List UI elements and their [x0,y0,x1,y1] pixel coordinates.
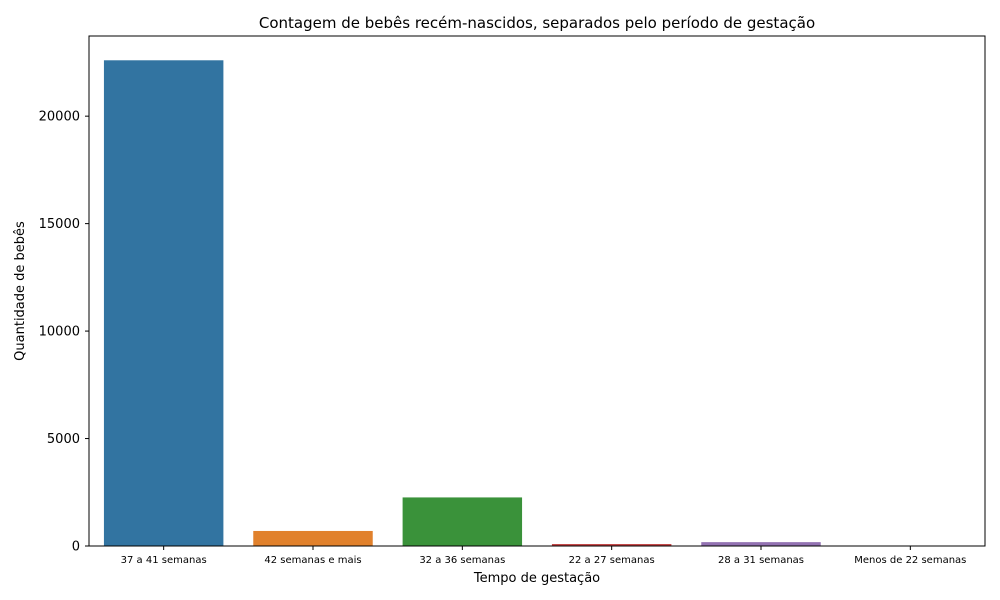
y-tick-label: 20000 [39,110,80,125]
y-tick-label: 0 [72,540,80,555]
y-axis-label: Quantidade de bebês [13,221,28,361]
x-tick-label: 32 a 36 semanas [419,555,505,566]
plot-frame [88,35,986,547]
x-tick-label: 28 a 31 semanas [718,555,804,566]
chart-title: Contagem de bebês recém-nascidos, separa… [259,14,815,32]
x-axis-label: Tempo de gestação [473,571,600,586]
y-axis: 0 5000 10000 15000 20000 [39,110,89,555]
y-tick-label: 10000 [39,325,80,340]
x-axis: 37 a 41 semanas 42 semanas e mais 32 a 36 … [121,546,966,566]
y-tick-label: 5000 [47,432,80,447]
bar [103,60,224,547]
bar [253,530,373,546]
bar [551,544,672,546]
bar [701,542,821,546]
x-tick-label: 42 semanas e mais [264,555,361,566]
y-tick-label: 15000 [39,217,80,232]
bars-group [103,60,971,547]
x-tick-label: 37 a 41 semanas [121,555,207,566]
x-tick-label: 22 a 27 semanas [569,555,655,566]
bar [402,497,523,546]
x-tick-label: Menos de 22 semanas [854,555,966,566]
